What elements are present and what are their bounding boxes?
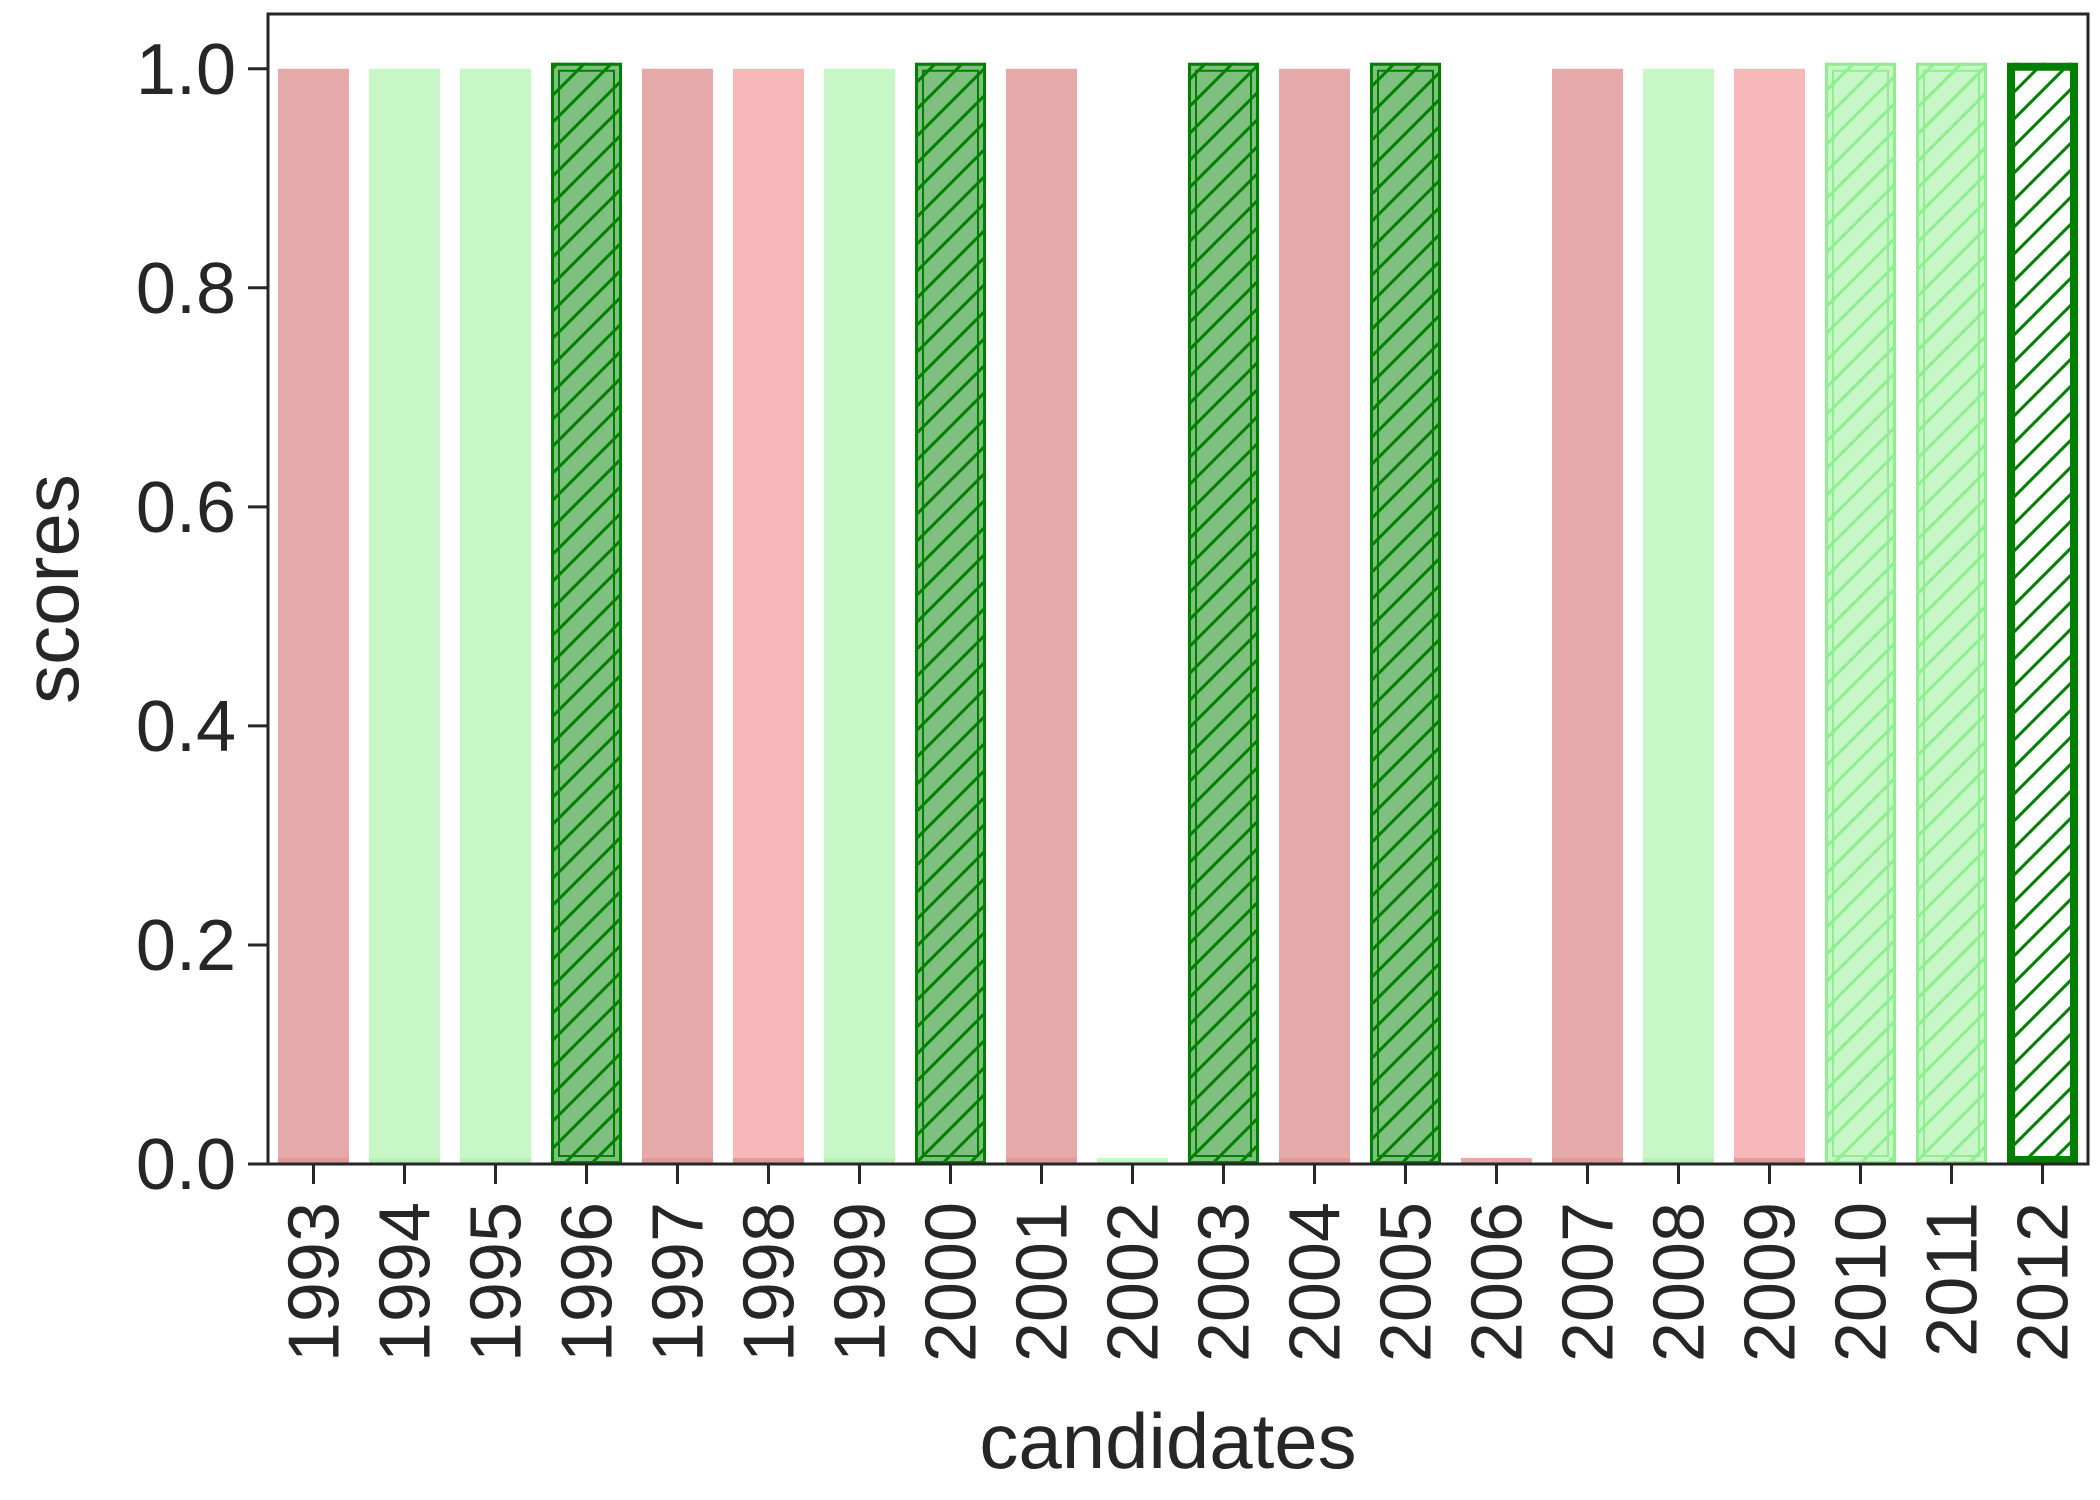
x-tick-label: 2001 — [1003, 1202, 1083, 1362]
x-tick-label: 1996 — [548, 1202, 628, 1362]
bar-1993 — [278, 68, 349, 1164]
bar-edge — [2007, 62, 2078, 1164]
bar-hatch — [2007, 62, 2078, 1164]
bar-hatch — [915, 62, 986, 1164]
bar-1999 — [824, 68, 895, 1164]
bar-fill — [1006, 68, 1077, 1164]
bar-2003 — [1188, 62, 1259, 1164]
bar-base — [278, 1158, 349, 1164]
bar-2009 — [1734, 68, 1805, 1164]
bar-1998 — [733, 68, 804, 1164]
bar-base — [1006, 1158, 1077, 1164]
y-axis: 0.0 0.2 0.4 0.6 0.8 1.0 — [136, 30, 268, 1205]
x-tick-label: 2006 — [1458, 1202, 1538, 1362]
bar-2000 — [915, 62, 986, 1164]
bar-base — [1552, 1158, 1623, 1164]
x-tick-label: 2000 — [912, 1202, 992, 1362]
x-tick-label: 2012 — [2004, 1202, 2084, 1362]
y-axis-label: scores — [7, 474, 95, 704]
bar-base — [733, 1158, 804, 1164]
bar-1995 — [460, 68, 531, 1164]
bar-2005 — [1370, 62, 1441, 1164]
x-tick-label: 2002 — [1094, 1202, 1174, 1362]
bar-inner-edge — [922, 69, 979, 1157]
x-tick-label: 2007 — [1549, 1202, 1629, 1362]
x-tick-label: 1993 — [275, 1202, 355, 1362]
y-tick-label: 0.6 — [136, 468, 236, 548]
bar-2004 — [1279, 68, 1350, 1164]
x-tick-label: 2009 — [1731, 1202, 1811, 1362]
x-tick-label: 1997 — [639, 1202, 719, 1362]
bar-hatch — [1825, 62, 1896, 1164]
bar-fill — [278, 68, 349, 1164]
bar-fill — [824, 68, 895, 1164]
bar-inner-edge — [1195, 69, 1252, 1157]
bar-fill — [460, 68, 531, 1164]
bar-1997 — [642, 68, 713, 1164]
bar-1994 — [369, 68, 440, 1164]
x-tick-label: 1994 — [366, 1202, 446, 1362]
x-tick-label: 1998 — [730, 1202, 810, 1362]
bar-fill — [1552, 68, 1623, 1164]
bar-2001 — [1006, 68, 1077, 1164]
x-tick-label: 1999 — [821, 1202, 901, 1362]
bar-1996 — [551, 62, 622, 1164]
bar-hatch — [1188, 62, 1259, 1164]
y-tick-label: 0.0 — [136, 1125, 236, 1205]
bar-base — [642, 1158, 713, 1164]
x-tick-label: 2011 — [1913, 1202, 1993, 1357]
bar-base — [1643, 1158, 1714, 1164]
plot-frame — [266, 12, 2090, 1166]
bar-2012 — [2007, 62, 2078, 1164]
x-tick-label: 2008 — [1640, 1202, 1720, 1362]
bar-2008 — [1643, 68, 1714, 1164]
bar-2010 — [1825, 62, 1896, 1164]
bars-group — [278, 62, 2078, 1164]
bar-2002 — [1097, 1158, 1168, 1164]
bar-inner-edge — [558, 69, 615, 1157]
bar-2007 — [1552, 68, 1623, 1164]
bar-hatch — [551, 62, 622, 1164]
x-tick-label: 2003 — [1185, 1202, 1265, 1362]
bar-stub — [1461, 1158, 1532, 1164]
y-tick-label: 1.0 — [136, 30, 236, 110]
x-tick-label: 2005 — [1367, 1202, 1447, 1362]
bar-hatch — [1916, 62, 1987, 1164]
bar-inner-edge — [1923, 69, 1980, 1157]
x-axis-label: candidates — [979, 1397, 1356, 1485]
bar-2011 — [1916, 62, 1987, 1164]
x-tick-label: 2004 — [1276, 1202, 1356, 1362]
bar-fill — [1279, 68, 1350, 1164]
bar-fill — [733, 68, 804, 1164]
bar-inner-edge — [1377, 69, 1434, 1157]
bar-base — [369, 1158, 440, 1164]
bar-fill — [369, 68, 440, 1164]
bar-base — [1734, 1158, 1805, 1164]
bar-base — [824, 1158, 895, 1164]
bar-base — [460, 1158, 531, 1164]
y-tick-label: 0.4 — [136, 687, 236, 767]
x-axis: 1993 1994 1995 1996 1997 1998 1999 2000 2001 2002… — [275, 1164, 2084, 1362]
bar-base — [1279, 1158, 1350, 1164]
y-tick-label: 0.2 — [136, 906, 236, 986]
bar-hatch — [1370, 62, 1441, 1164]
bar-stub — [1097, 1158, 1168, 1164]
bar-fill — [1734, 68, 1805, 1164]
bar-inner-edge — [1832, 69, 1889, 1157]
x-tick-label: 1995 — [457, 1202, 537, 1362]
bar-2006 — [1461, 1158, 1532, 1164]
bar-fill — [1643, 68, 1714, 1164]
x-tick-label: 2010 — [1822, 1202, 1902, 1362]
bar-fill — [642, 68, 713, 1164]
y-tick-label: 0.8 — [136, 249, 236, 329]
